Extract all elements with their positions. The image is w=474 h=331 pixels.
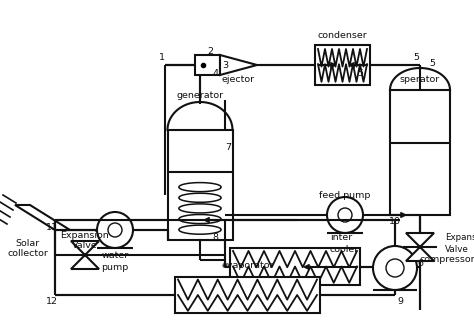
Text: Expansion: Expansion bbox=[61, 230, 109, 240]
Circle shape bbox=[97, 212, 133, 248]
Text: Valve: Valve bbox=[445, 246, 469, 255]
Text: evaporator: evaporator bbox=[222, 260, 274, 269]
Text: 2: 2 bbox=[207, 48, 213, 57]
Text: collector: collector bbox=[8, 249, 48, 258]
Text: compressor: compressor bbox=[420, 256, 474, 264]
Text: 12: 12 bbox=[46, 298, 58, 307]
Text: 5: 5 bbox=[357, 69, 363, 77]
Text: generator: generator bbox=[176, 90, 224, 100]
Text: sperator: sperator bbox=[400, 75, 440, 84]
Bar bbox=[195, 55, 220, 75]
Bar bbox=[315, 45, 370, 85]
Polygon shape bbox=[220, 55, 257, 75]
Text: 8: 8 bbox=[212, 233, 218, 243]
Text: Expansion: Expansion bbox=[445, 233, 474, 243]
Text: 11: 11 bbox=[46, 223, 58, 232]
Polygon shape bbox=[71, 241, 99, 269]
Bar bbox=[168, 130, 233, 240]
Circle shape bbox=[373, 246, 417, 290]
Bar bbox=[175, 277, 320, 313]
Text: 9: 9 bbox=[397, 298, 403, 307]
Text: Solar: Solar bbox=[16, 239, 40, 248]
Polygon shape bbox=[15, 205, 70, 230]
Text: 7: 7 bbox=[225, 144, 231, 153]
Bar bbox=[390, 90, 450, 215]
Text: 6: 6 bbox=[417, 259, 423, 267]
Text: 10: 10 bbox=[389, 217, 401, 226]
Text: 4: 4 bbox=[213, 69, 219, 77]
Polygon shape bbox=[406, 233, 434, 261]
Text: feed pump: feed pump bbox=[319, 191, 371, 200]
Circle shape bbox=[108, 223, 122, 237]
Text: pump: pump bbox=[101, 262, 128, 271]
Bar bbox=[230, 248, 360, 285]
Circle shape bbox=[338, 208, 352, 222]
Text: 3: 3 bbox=[222, 61, 228, 70]
Text: inter: inter bbox=[330, 233, 352, 243]
Circle shape bbox=[327, 197, 363, 233]
Circle shape bbox=[386, 259, 404, 277]
Text: 5: 5 bbox=[429, 59, 435, 68]
Text: cooler: cooler bbox=[330, 246, 359, 255]
Text: 5: 5 bbox=[413, 54, 419, 63]
Text: ejector: ejector bbox=[221, 75, 255, 84]
Text: Valve: Valve bbox=[72, 241, 98, 250]
Text: condenser: condenser bbox=[317, 30, 367, 39]
Text: 1: 1 bbox=[159, 54, 165, 63]
Text: water: water bbox=[101, 251, 128, 260]
